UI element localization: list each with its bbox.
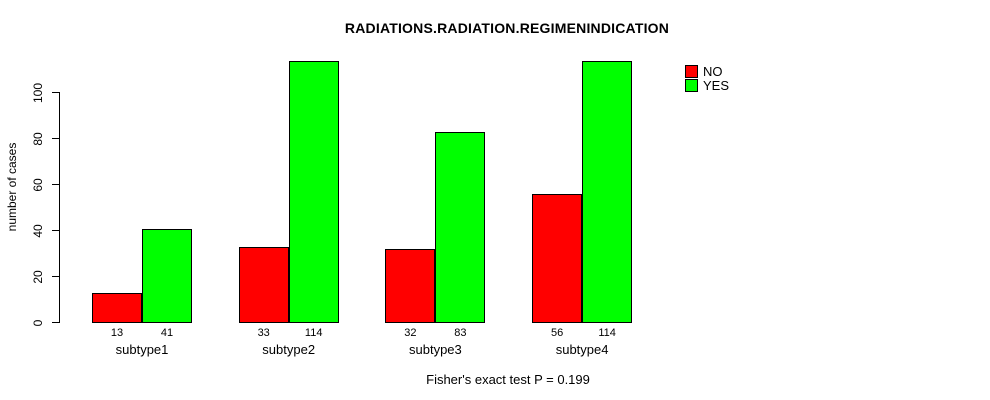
bar-subtype3-no [385,249,436,323]
x-axis-category-label: subtype4 [555,342,609,357]
y-axis-tick [52,322,59,323]
bar-subtype4-yes [582,60,633,323]
legend-label: NO [703,64,723,79]
legend-item-yes: YES [685,79,729,92]
bar-subtype3-yes [435,132,486,323]
bar-subtype2-no [238,247,289,323]
bar-value-label: 114 [304,327,323,339]
y-axis-line [59,92,60,323]
bar-value-label: 33 [257,327,270,339]
bar-value-label: 13 [110,327,124,339]
chart-title: RADIATIONS.RADIATION.REGIMENINDICATION [344,20,670,36]
y-axis-tick [52,138,59,139]
bar-value-label: 32 [404,327,417,339]
x-axis-category-label: subtype1 [115,342,169,357]
bar-value-label: 83 [454,327,467,339]
legend-item-no: NO [685,65,729,78]
y-axis-tick [52,276,59,277]
bar-value-label: 114 [598,327,616,339]
x-axis-category-label: subtype2 [262,342,316,357]
legend: NO YES [685,65,729,93]
y-axis-tick [52,184,59,185]
y-axis-tick [52,230,59,231]
legend-color-swatch [685,79,698,92]
fisher-test-annotation: Fisher's exact test P = 0.199 [426,372,590,387]
bar-subtype2-yes [288,60,339,323]
bar-subtype1-yes [142,228,192,323]
y-axis-tick [52,92,59,93]
bar-subtype1-no [92,293,142,323]
bar-value-label: 41 [160,327,174,339]
legend-color-swatch [685,65,698,78]
bar-value-label: 56 [550,327,564,339]
bar-subtype4-no [532,194,583,323]
x-axis-category-label: subtype3 [409,342,462,357]
legend-label: YES [703,78,730,93]
